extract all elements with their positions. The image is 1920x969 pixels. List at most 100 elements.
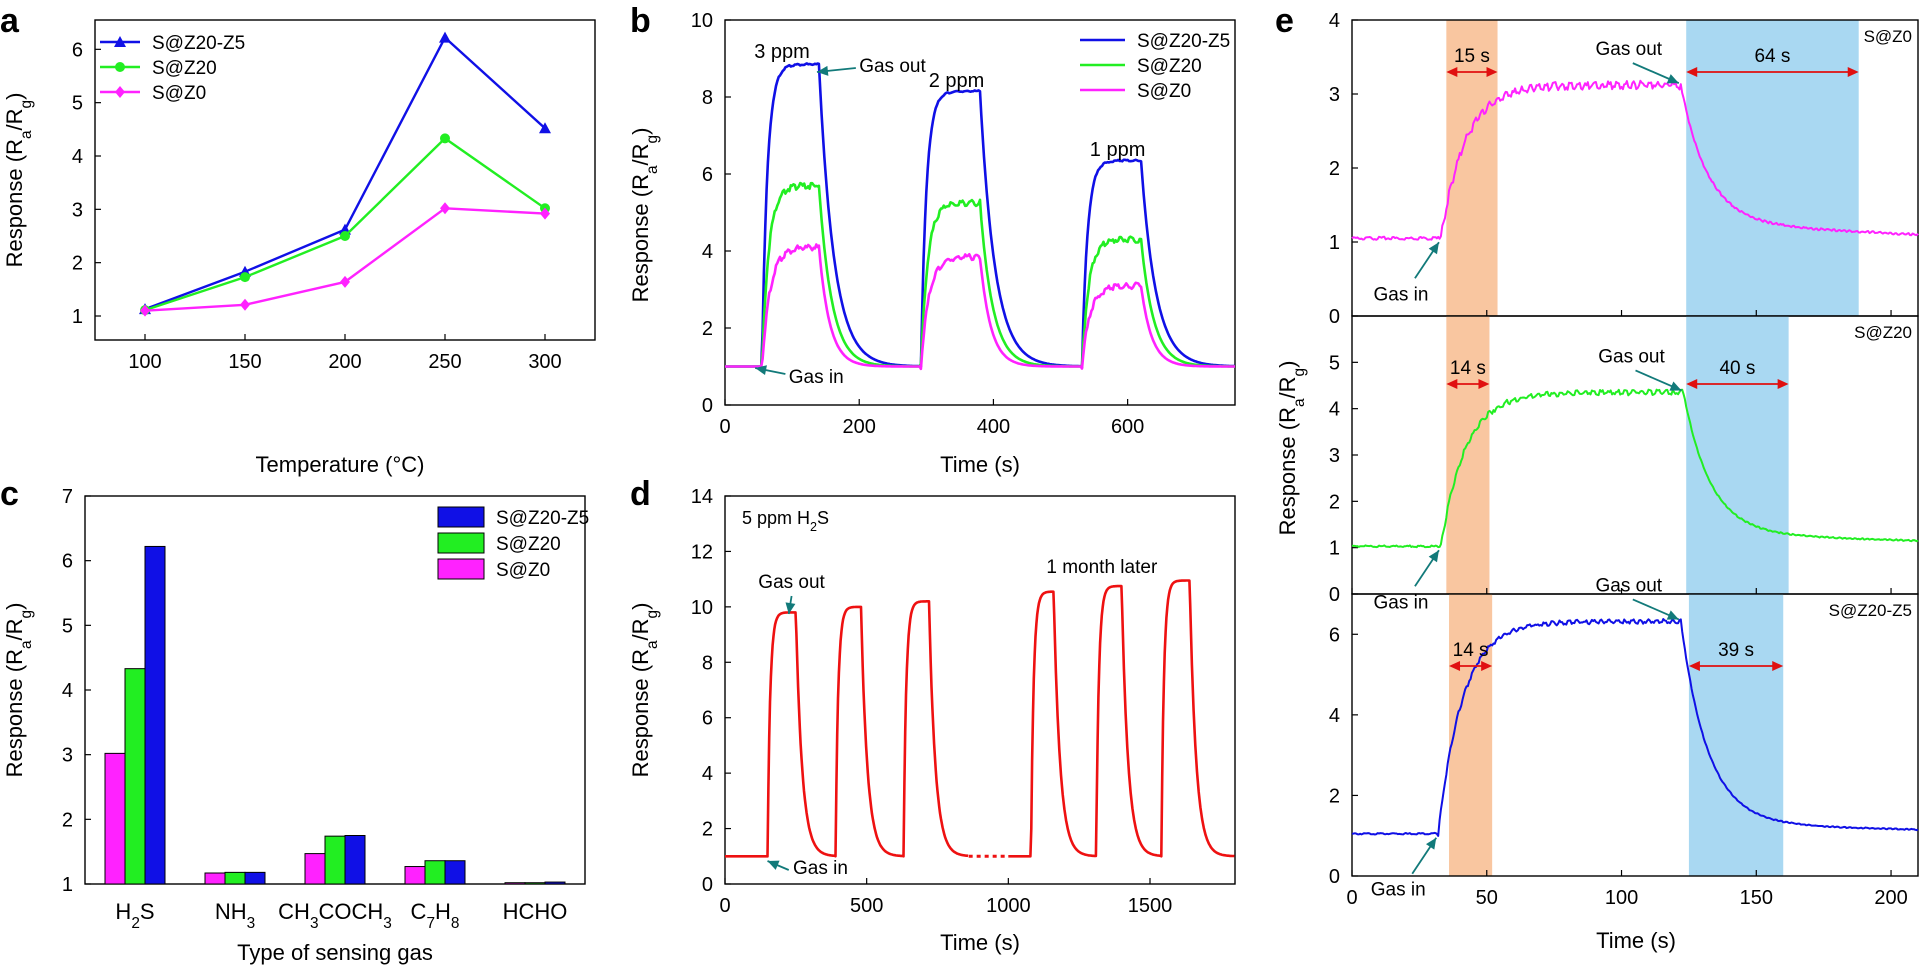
- a-x-tick-label: 200: [328, 351, 361, 373]
- e-recovery-arrow-S@Z0-right-head: [1847, 67, 1859, 77]
- a-y-tick-label: 2: [72, 253, 83, 275]
- d-y-axis-label: Response (Ra/Rg): [628, 603, 661, 778]
- c-category-label-NH3: NH3: [215, 899, 255, 932]
- text-part: /R: [628, 143, 653, 165]
- text-part: C: [411, 899, 427, 924]
- c-bar-S@Z20-NH3: [224, 871, 246, 885]
- e-gas-out-label-S@Z20: Gas out: [1598, 346, 1665, 367]
- e-recovery-band-S@Z20: [1686, 316, 1789, 594]
- d-x-axis-label: Time (s): [940, 930, 1020, 955]
- c-category-label-CH3COCH3: CH3COCH3: [278, 899, 392, 932]
- b-plot-frame: [724, 19, 1236, 406]
- e-response-line-S@Z20: [1351, 388, 1919, 549]
- e-recovery-time-S@Z20: 40 s: [1719, 358, 1755, 379]
- a-y-tick-label: 5: [72, 93, 83, 115]
- text-part: 2: [810, 520, 817, 534]
- e-rise-arrow-S@Z20-Z5-right-head: [1481, 661, 1493, 671]
- e-gas-in-label-S@Z20-Z5: Gas in: [1371, 880, 1426, 901]
- d-plot-frame: [724, 495, 1236, 885]
- e-gas-in-arrow-S@Z20-Z5-head: [1425, 837, 1437, 850]
- b-x-tick-label: 200: [843, 416, 876, 438]
- c-legend-label: S@Z0: [496, 560, 550, 581]
- e-recovery-arrow-S@Z20-Z5-left-head: [1688, 661, 1700, 671]
- e-S@Z0-y-tick-label: 3: [1329, 84, 1340, 106]
- d-x-tick-label: 1500: [1128, 895, 1173, 917]
- text-part: ): [2, 93, 27, 100]
- e-gas-out-arrow-S@Z0-head: [1666, 74, 1679, 84]
- e-S@Z20-Z5-y-tick-label: 4: [1329, 705, 1340, 727]
- text-part: 7: [426, 915, 435, 932]
- d-y-tick-label: 4: [702, 763, 713, 785]
- d-x-tick-label: 1000: [986, 895, 1031, 917]
- b-x-tick-label: 600: [1111, 416, 1144, 438]
- e-S@Z20-y-tick-label: 1: [1329, 538, 1340, 560]
- text-part: Response (R: [1275, 407, 1300, 535]
- text-part: NH: [215, 899, 247, 924]
- d-y-tick-label: 6: [702, 708, 713, 730]
- e-S@Z20-Z5-y-tick-label: 2: [1329, 785, 1340, 807]
- e-S@Z20-Z5-y-tick-label: 0: [1329, 866, 1340, 888]
- a-legend-label: S@Z20: [152, 58, 217, 79]
- e-S@Z20-y-tick-label: 3: [1329, 445, 1340, 467]
- a-x-tick-label: 150: [228, 351, 261, 373]
- e-subplot-label-S@Z20-Z5: S@Z20-Z5: [1829, 601, 1912, 620]
- text-part: S: [140, 899, 155, 924]
- a-point-S@Z20-Z5: [439, 31, 451, 43]
- text-part: g: [18, 610, 35, 619]
- text-part: g: [644, 610, 661, 619]
- c-bar-S@Z20-C7H8: [424, 860, 446, 885]
- c-bar-S@Z20-H2S: [124, 668, 146, 885]
- text-part: 3: [247, 915, 256, 932]
- b-gas-in-label: Gas in: [789, 367, 844, 388]
- text-part: 2: [131, 915, 140, 932]
- b-legend-label: S@Z20-Z5: [1137, 31, 1230, 52]
- a-legend-marker: [115, 62, 125, 72]
- text-part: COCH: [319, 899, 384, 924]
- b-y-tick-label: 10: [691, 10, 713, 32]
- text-part: /R: [2, 108, 27, 130]
- text-part: S: [817, 508, 829, 528]
- a-point-S@Z0: [240, 298, 250, 311]
- e-gas-out-label-S@Z0: Gas out: [1596, 39, 1663, 60]
- c-bar-S@Z20-HCHO: [524, 882, 546, 885]
- b-y-tick-label: 8: [702, 87, 713, 109]
- text-part: Response (R: [2, 139, 27, 267]
- e-gas-out-label-S@Z20-Z5: Gas out: [1596, 575, 1663, 596]
- d-gas-out-label: Gas out: [758, 572, 825, 593]
- panel-letter-e: e: [1275, 2, 1294, 40]
- e-rise-arrow-S@Z20-left-head: [1446, 379, 1458, 389]
- panel-letter-b: b: [630, 2, 651, 40]
- a-point-S@Z0: [540, 207, 550, 220]
- c-category-label-C7H8: C7H8: [411, 899, 460, 932]
- a-y-tick-label: 1: [72, 306, 83, 328]
- b-series-line-S@Z20: [724, 181, 1235, 368]
- a-point-S@Z0: [340, 275, 350, 288]
- b-legend-label: S@Z0: [1137, 81, 1191, 102]
- text-part: 3: [383, 915, 392, 932]
- text-part: ): [1275, 361, 1300, 368]
- text-part: g: [18, 100, 35, 109]
- c-legend-label: S@Z20-Z5: [496, 508, 589, 529]
- d-annotation-month-later: 1 month later: [1046, 557, 1158, 578]
- panel-letter-d: d: [630, 475, 651, 513]
- c-bar-S@Z0-CH3COCH3: [304, 853, 326, 885]
- a-point-S@Z0: [440, 202, 450, 215]
- text-part: a: [644, 165, 661, 174]
- text-part: a: [18, 130, 35, 139]
- e-rise-band-S@Z20-Z5: [1449, 594, 1493, 876]
- text-part: 3: [310, 915, 319, 932]
- text-part: Response (R: [628, 174, 653, 302]
- e-S@Z20-Z5-x-tick-label: 150: [1740, 887, 1773, 909]
- c-y-tick-label: 2: [62, 809, 73, 831]
- d-gas-in-arrow-head: [767, 860, 780, 870]
- e-rise-arrow-S@Z20-Z5-left-head: [1449, 661, 1461, 671]
- c-legend-label: S@Z20: [496, 534, 561, 555]
- e-S@Z0-y-tick-label: 2: [1329, 158, 1340, 180]
- d-y-tick-label: 2: [702, 819, 713, 841]
- a-y-tick-label: 3: [72, 199, 83, 221]
- e-gas-in-label-S@Z0: Gas in: [1373, 284, 1428, 305]
- e-rise-arrow-S@Z0-right-head: [1486, 67, 1498, 77]
- a-point-S@Z20: [340, 231, 350, 241]
- c-bar-S@Z20-Z5-H2S: [144, 545, 166, 885]
- b-series-line-S@Z0: [724, 243, 1235, 371]
